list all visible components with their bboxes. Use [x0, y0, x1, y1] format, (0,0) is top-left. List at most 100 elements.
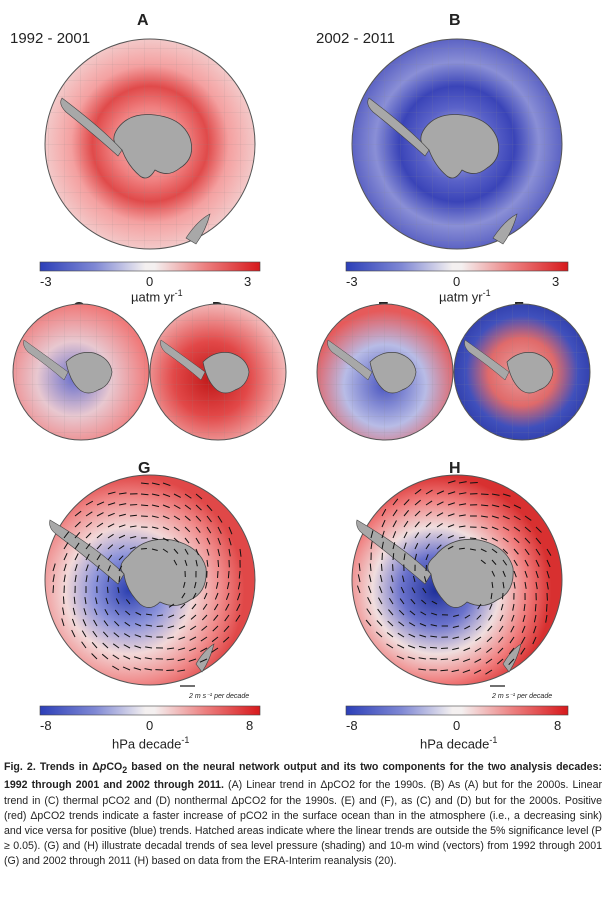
wind-scale-label-g: 2 m s⁻¹ per decade [189, 693, 250, 700]
caption-body: (A) Linear trend in ΔpCO2 for the 1990s.… [4, 779, 602, 868]
wind-vector [184, 559, 188, 566]
wind-vector [474, 647, 482, 653]
wind-vector [420, 611, 427, 616]
wind-vector [195, 504, 202, 511]
wind-vector [511, 614, 515, 622]
wind-vector [485, 669, 493, 675]
wind-vector [546, 581, 549, 590]
wind-vector [500, 603, 504, 611]
wind-vector [513, 559, 518, 567]
wind-vector [129, 514, 137, 517]
wind-vector [173, 493, 181, 498]
wind-vector [498, 625, 504, 632]
wind-vector [184, 493, 192, 499]
map-panel-f [453, 303, 591, 441]
wind-vector [195, 526, 201, 533]
wind-vector [436, 501, 444, 506]
wind-vector [508, 658, 515, 666]
wind-vector [191, 603, 197, 610]
wind-vector [431, 600, 438, 605]
colorbar-slp-right [345, 705, 569, 716]
wind-vector [396, 655, 405, 660]
wind-vector [166, 647, 175, 650]
cbar-slp-left-mid: 0 [146, 718, 154, 733]
wind-vector [418, 668, 427, 671]
wind-vector [112, 654, 120, 660]
wind-vectors-g [52, 482, 242, 672]
wind-vector [222, 636, 230, 643]
wind-vector [524, 581, 527, 589]
wind-vector [73, 596, 76, 605]
wind-vector [96, 501, 105, 506]
wind-vector [512, 603, 515, 611]
wind-vector [436, 544, 442, 550]
wind-vector [129, 535, 137, 539]
wind-vector [447, 513, 455, 517]
cbar-pco2-right-min: -3 [346, 274, 358, 289]
wind-vector [408, 622, 416, 627]
wind-vector [392, 498, 399, 506]
wind-vector [403, 520, 409, 528]
wind-vector [487, 625, 493, 632]
wind-vector [475, 625, 482, 631]
wind-vector [464, 625, 471, 630]
wind-vector [71, 629, 76, 638]
wind-vector [190, 625, 197, 631]
wind-vector [489, 603, 493, 610]
wind-vector [129, 525, 137, 528]
wind-vector [414, 542, 419, 550]
wind-vector [173, 526, 180, 532]
map-panel-e [316, 303, 454, 441]
wind-vector [63, 563, 67, 572]
wind-vector [96, 543, 102, 550]
cbar-pco2-right-mid: 0 [453, 274, 461, 289]
wind-vector [85, 575, 88, 583]
wind-vector [388, 609, 394, 616]
wind-vector [140, 504, 149, 507]
wind-vector [524, 526, 531, 533]
wind-vector [419, 634, 427, 638]
wind-vector [95, 597, 98, 605]
wind-vector [366, 608, 372, 616]
wind-vector [217, 559, 220, 568]
wind-vector [523, 603, 526, 612]
wind-vector [375, 631, 383, 638]
panel-label-h: H [449, 460, 461, 477]
wind-vector [546, 570, 550, 579]
wind-vector [151, 526, 159, 530]
panel-label-a: A [137, 12, 149, 29]
wind-vector [96, 564, 100, 572]
colorbar-slp-left [39, 705, 261, 716]
wind-vector [156, 614, 164, 617]
wind-vector [62, 596, 65, 605]
wind-vector [365, 619, 372, 627]
wind-vector [140, 482, 149, 485]
wind-vector [52, 585, 55, 594]
wind-vector [195, 515, 202, 522]
wind-vector [545, 614, 548, 623]
wind-vector [535, 570, 539, 579]
wind-vector [177, 647, 186, 651]
wind-vector [513, 570, 517, 578]
wind-vector [145, 646, 153, 649]
wind-vector [236, 603, 241, 612]
wind-vector [173, 559, 178, 566]
wind-vector [491, 570, 496, 577]
wind-vector [546, 548, 552, 556]
wind-vector [74, 510, 82, 517]
wind-vector [425, 554, 429, 561]
wind-vector [524, 570, 528, 578]
wind-vector [524, 548, 530, 556]
wind-vector [203, 592, 208, 600]
wind-vector [392, 509, 398, 517]
wind-vector [162, 537, 169, 542]
wind-vector [458, 525, 466, 528]
map-panel-g [44, 474, 256, 686]
wind-vector [96, 575, 99, 583]
wind-vector [388, 597, 394, 605]
period-label-b: 2002 - 2011 [316, 30, 395, 47]
wind-vector [499, 614, 504, 622]
wind-vector [74, 532, 81, 539]
wind-vector [162, 515, 170, 520]
wind-vector [200, 647, 208, 653]
